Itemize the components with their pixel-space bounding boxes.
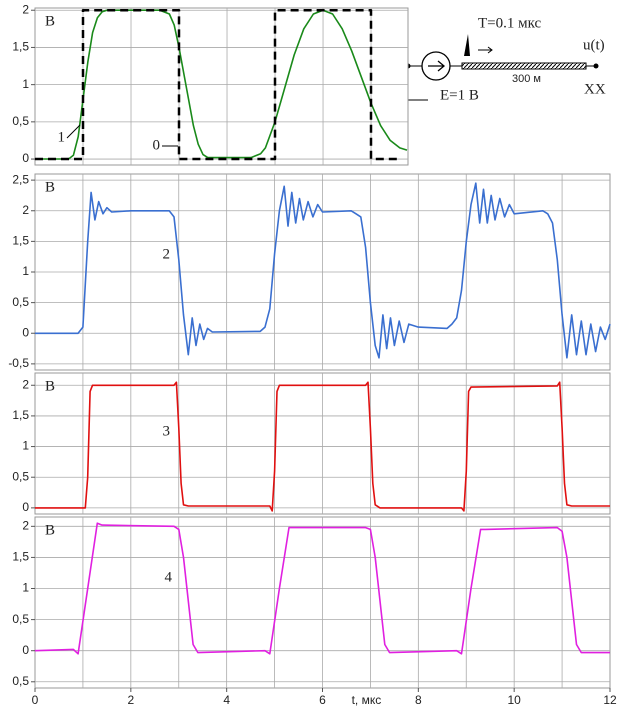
series-label: 3 [163, 423, 171, 439]
y-tick-label: 2,5 [12, 172, 29, 186]
y-tick-label: 1 [22, 264, 29, 278]
series-line [34, 522, 610, 655]
series-line [35, 381, 610, 512]
y-tick-label: 0 [22, 151, 29, 165]
series-label: 0 [153, 137, 161, 153]
y-tick-label: 0 [22, 500, 29, 514]
x-axis-label: t, мкс [352, 693, 382, 707]
y-tick-label: 0 [22, 643, 29, 657]
pulse-arrow [478, 46, 493, 54]
cable [461, 62, 587, 70]
pulse-label: T=0.1 мкс [478, 15, 542, 31]
pulse [464, 34, 470, 56]
y-axis-label: В [45, 378, 55, 394]
source-label: E=1 В [440, 87, 479, 103]
y-tick-label: 1,5 [12, 40, 29, 54]
plot-area [34, 7, 409, 166]
y-tick-label: 0,5 [12, 295, 29, 309]
panel: 0 0,5 1 1,5 2 В 1 0 [12, 2, 409, 166]
y-tick-label: 0,5 [12, 114, 29, 128]
series-label: 2 [163, 246, 171, 262]
y-tick-label: -0,5 [8, 356, 29, 370]
y-axis-label: В [45, 179, 55, 195]
y-tick-label: 1,5 [12, 408, 29, 422]
y-tick-label: 2 [22, 518, 29, 532]
y-tick-label: 2 [22, 203, 29, 217]
y-tick-label: 2 [22, 377, 29, 391]
x-tick-label: 2 [127, 693, 134, 707]
source-arrow [428, 60, 446, 72]
schematic: T=0.1 мкс u(t) 300 м XX E=1 В [398, 15, 606, 103]
y-tick-label: 0,5 [12, 612, 29, 626]
y-tick-label: 1 [22, 77, 29, 91]
x-tick-label: 12 [603, 693, 617, 707]
x-tick-label: 10 [507, 693, 521, 707]
y-tick-label: 0 [22, 325, 29, 339]
terminal [593, 63, 599, 69]
x-tick-label: 8 [415, 693, 422, 707]
output-label: u(t) [583, 37, 605, 53]
y-axis-label: В [45, 522, 55, 538]
y-tick-label: 1 [22, 581, 29, 595]
y-tick-label: 2 [22, 2, 29, 16]
y-axis-label: В [45, 13, 55, 29]
series-label: 1 [58, 129, 66, 145]
y-tick-label: 1,5 [12, 234, 29, 248]
y-tick-label: 1,5 [12, 550, 29, 564]
series-line [35, 8, 400, 161]
length-label: 300 м [512, 73, 541, 85]
x-tick-label: 4 [223, 693, 230, 707]
x-tick-label: 6 [319, 693, 326, 707]
panel: -0,5 0 0,5 1 1,5 2 2,5 В 2 [8, 172, 611, 371]
series-label: 4 [165, 569, 173, 585]
y-tick-label: 0,5 [12, 674, 29, 688]
load-label: XX [584, 81, 606, 97]
x-tick-label: 0 [32, 693, 39, 707]
series-line [35, 182, 611, 359]
panel: 0 0,5 1 1,5 2 В 3 [12, 372, 611, 515]
series-line [35, 9, 408, 160]
y-tick-label: 1 [22, 439, 29, 453]
y-tick-label: 0,5 [12, 469, 29, 483]
label-leader [66, 124, 81, 139]
